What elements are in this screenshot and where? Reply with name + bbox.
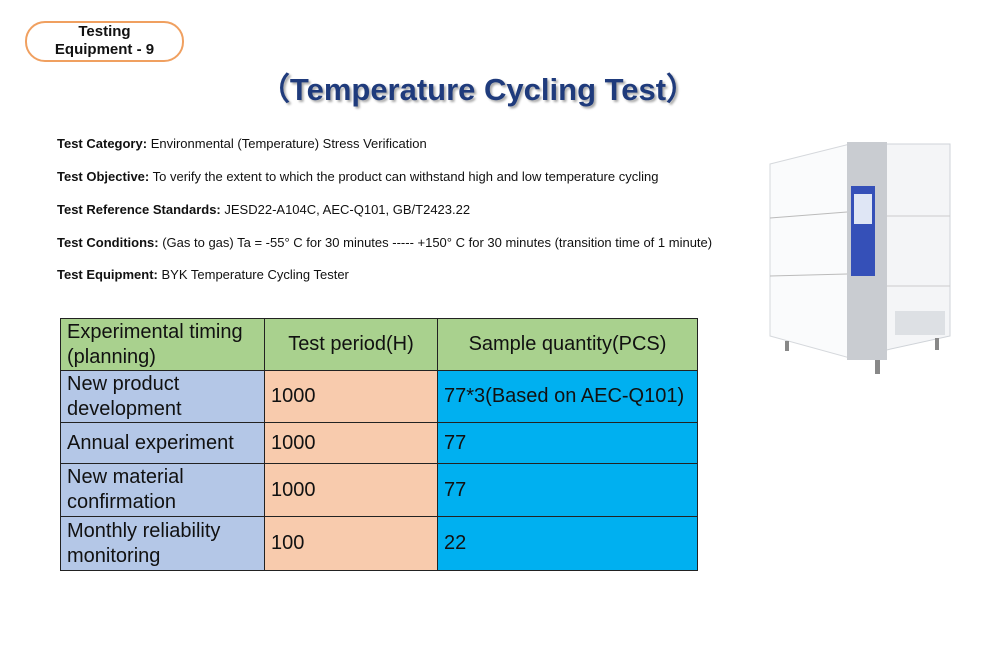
cell: 22	[437, 516, 698, 571]
info-label: Test Equipment:	[57, 267, 158, 282]
chamber-image	[769, 142, 951, 374]
info-line: Test Reference Standards: JESD22-A104C, …	[57, 202, 470, 217]
cell: New product development	[60, 370, 265, 423]
info-line: Test Category: Environmental (Temperatur…	[57, 136, 427, 151]
info-text: JESD22-A104C, AEC-Q101, GB/T2423.22	[224, 202, 471, 217]
header-cell: Experimental timing (planning)	[60, 318, 265, 371]
cell: 77	[437, 422, 698, 464]
row: New product development 1000 77*3(Based on…	[60, 370, 698, 423]
header-row: Experimental timing (planning) Test perio…	[60, 318, 698, 371]
cell: 1000	[264, 463, 438, 517]
badge: Testing Equipment - 9	[25, 21, 184, 62]
info-label: Test Conditions:	[57, 235, 159, 250]
header-cell: Test period(H)	[264, 318, 438, 371]
cell: 100	[264, 516, 438, 571]
info-text: Environmental (Temperature) Stress Verif…	[150, 136, 427, 151]
cell: Annual experiment	[60, 422, 265, 464]
header-cell: Sample quantity(PCS)	[437, 318, 698, 371]
info-line: Test Conditions: (Gas to gas) Ta = -55° …	[57, 235, 712, 250]
cell: 77*3(Based on AEC-Q101)	[437, 370, 698, 423]
cell: Monthly reliability monitoring	[60, 516, 265, 571]
cell: 77	[437, 463, 698, 517]
info-label: Test Objective:	[57, 169, 150, 184]
row: Annual experiment 1000 77	[60, 422, 698, 464]
badge-line: Testing	[78, 23, 131, 40]
cell: 1000	[264, 370, 438, 423]
info-label: Test Category:	[57, 136, 148, 151]
info-text: (Gas to gas) Ta = -55° C for 30 minutes …	[162, 235, 713, 250]
table: Experimental timing (planning) Test perio…	[60, 318, 698, 571]
cell: New material confirmation	[60, 463, 265, 517]
info-label: Test Reference Standards:	[57, 202, 221, 217]
info-line: Test Equipment: BYK Temperature Cycling …	[57, 267, 349, 282]
info-text: To verify the extent to which the produc…	[152, 169, 659, 184]
title: （Temperature Cycling Test）	[258, 72, 698, 107]
cell: 1000	[264, 422, 438, 464]
row: New material confirmation 1000 77	[60, 463, 698, 517]
badge-line: Equipment - 9	[54, 41, 155, 58]
info-line: Test Objective: To verify the extent to …	[57, 169, 658, 184]
info-text: BYK Temperature Cycling Tester	[161, 267, 349, 282]
row: Monthly reliability monitoring 100 22	[60, 516, 698, 571]
